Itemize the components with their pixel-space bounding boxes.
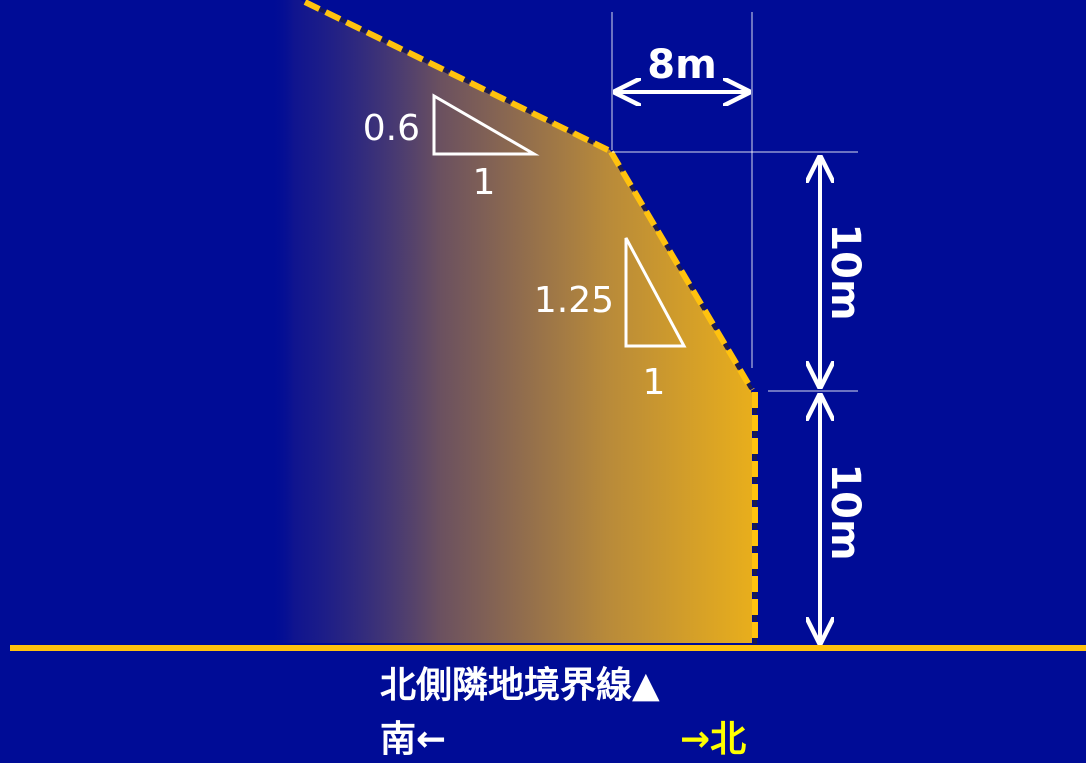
south-direction-label: 南← [380,719,447,760]
north-direction-label: →北 [680,719,747,760]
dimension-label-lower-vertical: 10m [822,463,868,560]
envelope-outline-upper-slope [303,0,610,153]
dimension-label-upper-vertical: 10m [822,223,868,320]
envelope-outline-lower-slope [608,150,755,392]
slope-lower-run-label: 1 [643,362,666,403]
dimension-label-horizontal: 8m [647,42,717,88]
slope-upper-run-label: 1 [473,162,496,203]
height-envelope-area [270,0,752,643]
slope-triangle-upper [432,93,540,156]
boundary-line-caption: 北側隣地境界線▲ [380,665,660,706]
slope-lower-rise-label: 1.25 [534,280,614,321]
slope-triangle-lower [624,237,687,348]
slope-upper-rise-label: 0.6 [363,108,420,149]
